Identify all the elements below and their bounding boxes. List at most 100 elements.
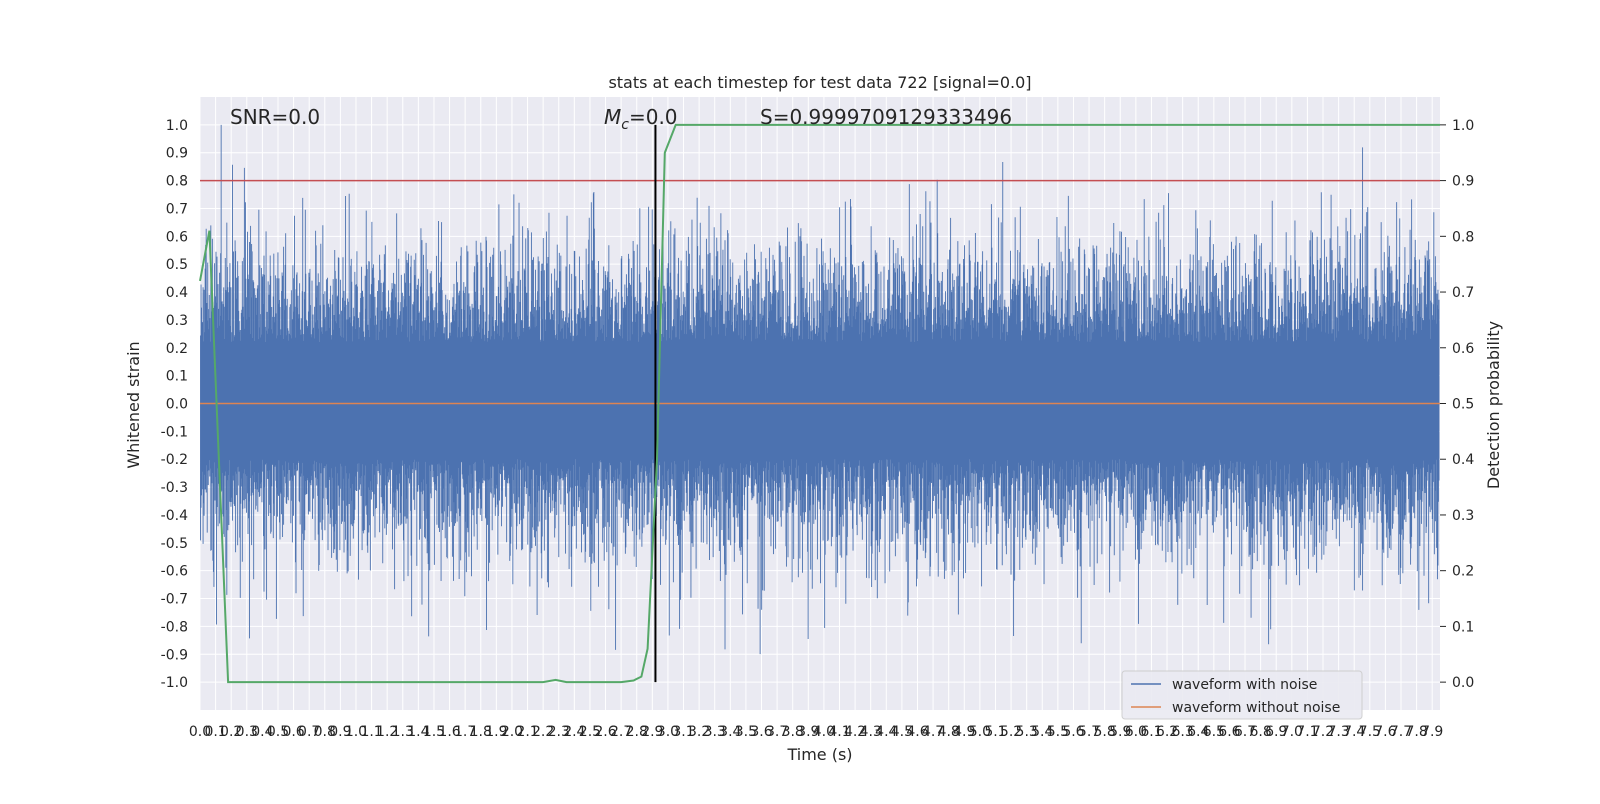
chirp-mass-value: =0.0 bbox=[629, 105, 678, 129]
x-tick-label: 7.7 bbox=[1390, 724, 1412, 740]
x-tick-label: 7.4 bbox=[1343, 724, 1365, 740]
x-tick-label: 1.5 bbox=[423, 724, 445, 740]
x-tick-label: 3.3 bbox=[704, 724, 726, 740]
x-tick-label: 0.7 bbox=[298, 724, 320, 740]
left-y-tick-label: 0.4 bbox=[166, 285, 188, 301]
x-tick-label: 1.8 bbox=[470, 724, 492, 740]
right-y-axis-label: Detection probability bbox=[1484, 321, 1503, 489]
x-tick-label: 0.9 bbox=[329, 724, 351, 740]
x-tick-label: 4.5 bbox=[891, 724, 913, 740]
x-tick-label: 2.7 bbox=[610, 724, 632, 740]
x-tick-label: 7.8 bbox=[1405, 724, 1427, 740]
x-tick-label: 5.9 bbox=[1109, 724, 1131, 740]
x-tick-label: 3.8 bbox=[782, 724, 804, 740]
right-y-tick-label: 0.3 bbox=[1452, 508, 1474, 524]
x-tick-label: 4.0 bbox=[813, 724, 835, 740]
x-tick-label: 0.3 bbox=[236, 724, 258, 740]
x-tick-label: 6.0 bbox=[1125, 724, 1147, 740]
x-tick-label: 1.3 bbox=[392, 724, 414, 740]
x-tick-label: 4.4 bbox=[875, 724, 897, 740]
left-y-tick-label: -0.2 bbox=[161, 452, 188, 468]
x-tick-label: 5.8 bbox=[1094, 724, 1116, 740]
x-tick-label: 7.5 bbox=[1359, 724, 1381, 740]
right-y-tick-label: 0.7 bbox=[1452, 285, 1474, 301]
x-tick-label: 1.4 bbox=[407, 724, 429, 740]
x-tick-label: 0.5 bbox=[267, 724, 289, 740]
left-y-tick-label: -0.8 bbox=[161, 619, 188, 635]
left-y-tick-label: -1.0 bbox=[161, 675, 188, 691]
x-tick-label: 4.6 bbox=[906, 724, 928, 740]
right-y-tick-label: 0.5 bbox=[1452, 397, 1474, 413]
x-tick-label: 6.7 bbox=[1234, 724, 1256, 740]
left-y-tick-label: 0.0 bbox=[166, 397, 188, 413]
x-tick-label: 0.6 bbox=[282, 724, 304, 740]
x-tick-label: 0.0 bbox=[189, 724, 211, 740]
x-tick-label: 6.2 bbox=[1156, 724, 1178, 740]
x-tick-label: 1.0 bbox=[345, 724, 367, 740]
legend-box bbox=[1121, 670, 1363, 720]
x-tick-label: 5.4 bbox=[1031, 724, 1053, 740]
x-tick-label: 2.5 bbox=[579, 724, 601, 740]
x-tick-label: 7.0 bbox=[1281, 724, 1303, 740]
x-tick-label: 6.4 bbox=[1187, 724, 1209, 740]
legend: waveform with noise waveform without noi… bbox=[1121, 670, 1363, 720]
x-tick-label: 6.5 bbox=[1203, 724, 1225, 740]
x-tick-label: 1.2 bbox=[376, 724, 398, 740]
x-tick-label: 1.1 bbox=[360, 724, 382, 740]
x-axis-label: Time (s) bbox=[786, 745, 852, 764]
x-tick-label: 7.6 bbox=[1374, 724, 1396, 740]
x-tick-label: 3.4 bbox=[719, 724, 741, 740]
left-y-axis-label: Whitened strain bbox=[124, 341, 143, 468]
x-tick-label: 1.7 bbox=[454, 724, 476, 740]
right-y-tick-label: 0.9 bbox=[1452, 174, 1474, 190]
waveform-with-noise-line bbox=[200, 124, 1440, 655]
right-y-tick-label: 0.2 bbox=[1452, 564, 1474, 580]
chirp-mass-symbol: M bbox=[604, 105, 621, 129]
right-y-tick-label: 0.4 bbox=[1452, 452, 1474, 468]
overlays bbox=[199, 123, 1440, 684]
x-tick-label: 0.8 bbox=[314, 724, 336, 740]
x-tick-label: 3.9 bbox=[797, 724, 819, 740]
left-y-tick-label: -0.5 bbox=[161, 536, 188, 552]
x-tick-label: 4.9 bbox=[953, 724, 975, 740]
x-tick-label: 6.6 bbox=[1218, 724, 1240, 740]
x-tick-label: 5.3 bbox=[1016, 724, 1038, 740]
left-y-tick-label: -0.9 bbox=[161, 647, 188, 663]
right-y-tick-label: 1.0 bbox=[1452, 118, 1474, 134]
x-tick-label: 6.1 bbox=[1140, 724, 1162, 740]
left-y-tick-label: 1.0 bbox=[166, 118, 188, 134]
x-tick-label: 2.1 bbox=[516, 724, 538, 740]
x-tick-label: 7.3 bbox=[1327, 724, 1349, 740]
x-axis-ticks: 0.00.10.20.30.40.50.60.70.80.91.01.11.21… bbox=[189, 724, 1443, 740]
left-y-tick-label: 0.1 bbox=[166, 369, 188, 385]
x-tick-label: 5.0 bbox=[969, 724, 991, 740]
x-tick-label: 7.2 bbox=[1312, 724, 1334, 740]
x-tick-label: 5.5 bbox=[1047, 724, 1069, 740]
left-y-tick-label: 0.3 bbox=[166, 313, 188, 329]
x-tick-label: 5.1 bbox=[984, 724, 1006, 740]
right-y-tick-label: 0.8 bbox=[1452, 229, 1474, 245]
chirp-mass-annotation: Mc=0.0 bbox=[604, 105, 678, 133]
left-y-axis-ticks: 1.0 0.9 0.8 0.7 0.6 0.5 0.4 0.3 0.2 0.1 0.0 -0.1 -0.… bbox=[161, 118, 188, 691]
x-tick-label: 2.9 bbox=[641, 724, 663, 740]
x-tick-label: 4.2 bbox=[844, 724, 866, 740]
x-tick-label: 3.0 bbox=[657, 724, 679, 740]
right-y-tick-label: 0.0 bbox=[1452, 675, 1474, 691]
x-tick-label: 3.6 bbox=[750, 724, 772, 740]
x-tick-label: 6.3 bbox=[1172, 724, 1194, 740]
left-y-tick-label: -0.7 bbox=[161, 592, 188, 608]
x-tick-label: 6.8 bbox=[1249, 724, 1271, 740]
x-tick-label: 1.6 bbox=[438, 724, 460, 740]
legend-label-clean: waveform without noise bbox=[1172, 700, 1340, 716]
x-tick-label: 2.6 bbox=[594, 724, 616, 740]
left-y-tick-label: -0.4 bbox=[161, 508, 188, 524]
x-tick-label: 0.4 bbox=[251, 724, 273, 740]
x-tick-label: 3.2 bbox=[688, 724, 710, 740]
waveform-with-noise-series bbox=[200, 124, 1440, 655]
left-y-tick-label: 0.2 bbox=[166, 341, 188, 357]
x-tick-label: 2.2 bbox=[532, 724, 554, 740]
x-tick-label: 0.2 bbox=[220, 724, 242, 740]
x-tick-label: 0.1 bbox=[204, 724, 226, 740]
